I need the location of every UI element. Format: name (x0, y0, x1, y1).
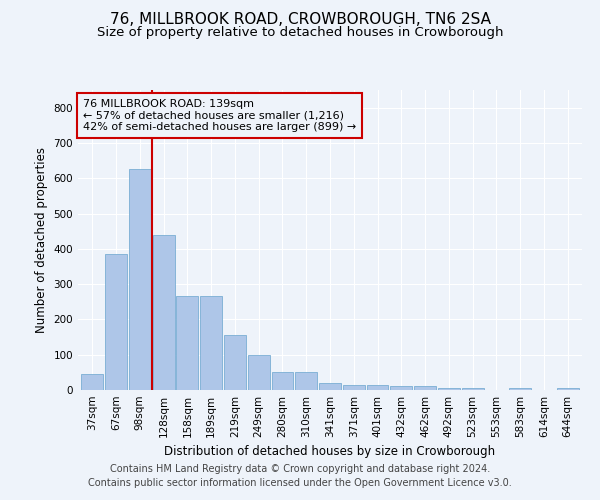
Bar (343, 384, 365, 390)
Bar (319, 383, 341, 390)
Text: 76, MILLBROOK ROAD, CROWBOROUGH, TN6 2SA: 76, MILLBROOK ROAD, CROWBOROUGH, TN6 2SA (110, 12, 491, 26)
Bar (105, 254, 127, 390)
Bar (82, 374, 103, 390)
Bar (295, 372, 317, 390)
Bar (224, 336, 246, 390)
Bar (557, 388, 578, 390)
Y-axis label: Number of detached properties: Number of detached properties (35, 147, 48, 333)
Bar (152, 234, 175, 390)
Bar (272, 372, 293, 390)
Text: 76 MILLBROOK ROAD: 139sqm
← 57% of detached houses are smaller (1,216)
42% of se: 76 MILLBROOK ROAD: 139sqm ← 57% of detac… (83, 99, 356, 132)
Text: Size of property relative to detached houses in Crowborough: Size of property relative to detached ho… (97, 26, 503, 39)
Bar (509, 388, 531, 390)
Bar (414, 386, 436, 390)
Bar (367, 384, 388, 390)
Bar (391, 386, 412, 390)
Bar (248, 354, 269, 390)
Bar (176, 296, 198, 390)
Bar (462, 388, 484, 390)
X-axis label: Distribution of detached houses by size in Crowborough: Distribution of detached houses by size … (164, 446, 496, 458)
Bar (438, 388, 460, 390)
Bar (200, 296, 222, 390)
Bar (129, 170, 151, 390)
Text: Contains HM Land Registry data © Crown copyright and database right 2024.
Contai: Contains HM Land Registry data © Crown c… (88, 464, 512, 487)
